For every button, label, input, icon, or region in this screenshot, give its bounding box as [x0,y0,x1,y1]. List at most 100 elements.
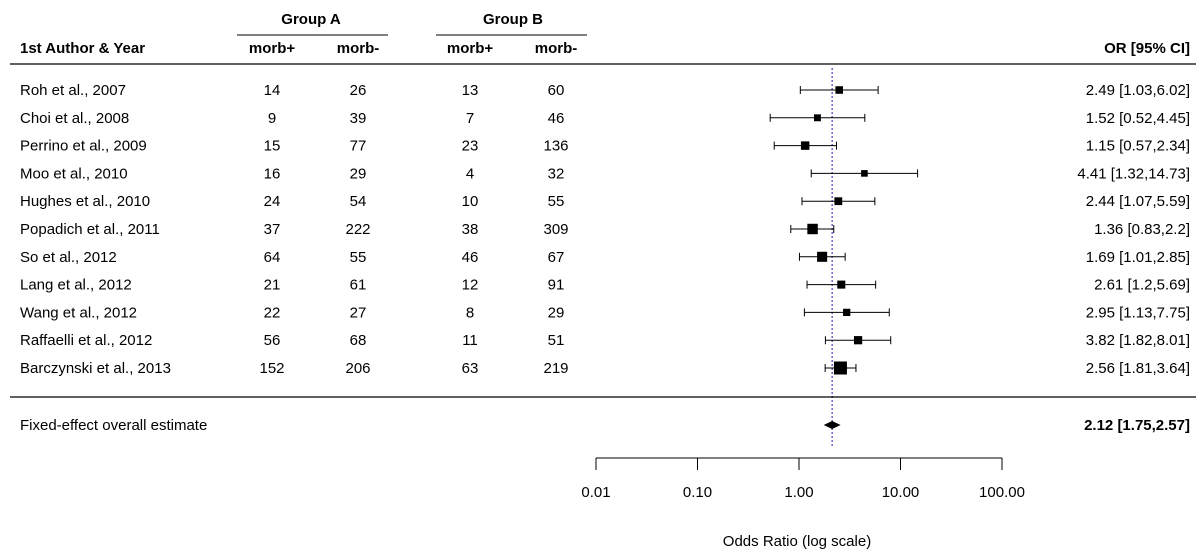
group-a-morb-pos-value: 15 [264,138,281,155]
or-ci-text: 3.82 [1.82,8.01] [1086,332,1190,349]
group-b-morb-neg-value: 55 [548,193,565,210]
group-a-morb-pos-value: 24 [264,193,281,210]
x-tick-label: 100.00 [979,484,1025,501]
group-a-morb-pos-value: 64 [264,249,281,266]
x-axis-label: Odds Ratio (log scale) [723,533,871,550]
study-row: Hughes et al., 2010 24 54 10 55 2.44 [1.07,5.… [20,193,1190,210]
group-b-morb-pos-value: 8 [466,304,474,321]
or-ci-text: 4.41 [1.32,14.73] [1077,165,1190,182]
point-estimate-box [800,141,810,150]
study-label: Wang et al., 2012 [20,304,137,321]
or-ci-text: 2.56 [1.81,3.64] [1086,360,1190,377]
study-row: Roh et al., 2007 14 26 13 60 2.49 [1.03,6.02] [20,82,1190,99]
group-b-morb-neg-value: 309 [543,221,568,238]
group-b-morb-neg-value: 32 [548,165,565,182]
group-b-morb-pos-value: 10 [462,193,479,210]
group-b-morb-neg-value: 51 [548,332,565,349]
group-b-morb-neg-value: 136 [543,138,568,155]
x-tick-label: 0.10 [683,484,712,501]
group-b-morb-neg-value: 67 [548,249,565,266]
or-ci-text: 2.95 [1.13,7.75] [1086,304,1190,321]
study-row: Choi et al., 2008 9 39 7 46 1.52 [0.52,4.45] [20,110,1190,127]
group-a-morb-neg-value: 68 [350,332,367,349]
group-b-morb-pos-value: 11 [462,332,478,349]
group-a-morb-neg-value: 27 [350,304,367,321]
group-b-morb-pos-value: 12 [462,277,479,294]
group-a-morb-neg-value: 61 [350,277,367,294]
study-row: Lang et al., 2012 21 61 12 91 2.61 [1.2,5.69] [20,277,1190,294]
group-a-morb-pos-value: 152 [259,360,284,377]
or-ci-text: 2.44 [1.07,5.59] [1086,193,1190,210]
group-a-morb-pos-value: 22 [264,304,281,321]
x-axis: 0.01 0.10 1.00 10.00 100.00 Odds Ratio (log s… [581,457,1025,550]
group-a-morb-neg-value: 222 [345,221,370,238]
group-a-morb-neg-value: 77 [350,138,367,155]
group-b-morb-pos-value: 38 [462,221,479,238]
group-b-morb-pos-value: 46 [462,249,479,266]
study-row: Barczynski et al., 2013 152 206 63 219 2.56 [… [20,360,1190,377]
x-tick-label: 0.01 [581,484,610,501]
point-estimate-box [835,86,843,94]
overall-label: Fixed-effect overall estimate [20,417,207,434]
group-a-morb-neg-value: 29 [350,165,367,182]
study-row: Perrino et al., 2009 15 77 23 136 1.15 [0.57,… [20,138,1190,155]
study-label: Popadich et al., 2011 [20,221,160,238]
or-ci-text: 2.49 [1.03,6.02] [1086,82,1190,99]
column-header-b-morb-pos: morb+ [447,40,494,57]
study-label: Choi et al., 2008 [20,110,129,127]
group-b-morb-neg-value: 60 [548,82,565,99]
or-ci-text: 2.61 [1.2,5.69] [1094,277,1190,294]
group-b-morb-neg-value: 46 [548,110,565,127]
group-a-morb-pos-value: 37 [264,221,281,238]
group-header-a: Group A [281,11,341,28]
group-a-morb-pos-value: 16 [264,165,281,182]
column-header-a-morb-neg: morb- [337,40,380,57]
or-ci-text: 1.69 [1.01,2.85] [1086,249,1190,266]
or-ci-text: 1.36 [0.83,2.2] [1094,221,1190,238]
x-tick-label: 1.00 [784,484,813,501]
table-header: Group A Group B 1st Author & Year morb+ morb… [10,11,1196,65]
study-label: Moo et al., 2010 [20,165,128,182]
group-b-morb-pos-value: 4 [466,165,474,182]
group-b-morb-pos-value: 13 [462,82,479,99]
point-estimate-box [834,197,843,206]
study-row: So et al., 2012 64 55 46 67 1.69 [1.01,2.85] [20,249,1190,266]
group-a-morb-pos-value: 21 [264,277,281,294]
column-header-a-morb-pos: morb+ [249,40,296,57]
x-tick-label: 10.00 [882,484,920,501]
group-b-morb-neg-value: 91 [548,277,565,294]
group-b-morb-pos-value: 63 [462,360,479,377]
point-estimate-box [807,223,818,235]
study-row: Popadich et al., 2011 37 222 38 309 1.36 [0.8… [20,221,1190,238]
study-row: Raffaelli et al., 2012 56 68 11 51 3.82 [1.82… [20,332,1190,349]
group-a-morb-pos-value: 56 [264,332,281,349]
group-a-morb-neg-value: 55 [350,249,367,266]
group-a-morb-neg-value: 39 [350,110,367,127]
study-label: Perrino et al., 2009 [20,138,147,155]
study-row: Wang et al., 2012 22 27 8 29 2.95 [1.13,7.75] [20,304,1190,321]
point-estimate-box [843,308,851,317]
overall-or-ci-text: 2.12 [1.75,2.57] [1084,417,1190,434]
point-estimate-box [817,251,828,262]
group-a-morb-neg-value: 206 [345,360,370,377]
group-a-morb-pos-value: 9 [268,110,276,127]
column-header-estimate: OR [95% CI] [1104,40,1190,57]
group-a-morb-neg-value: 26 [350,82,367,99]
study-label: So et al., 2012 [20,249,117,266]
column-header-study: 1st Author & Year [20,40,145,57]
group-header-b: Group B [483,11,543,28]
or-ci-text: 1.52 [0.52,4.45] [1086,110,1190,127]
group-a-morb-neg-value: 54 [350,193,367,210]
point-estimate-box [813,114,821,122]
group-b-morb-neg-value: 29 [548,304,565,321]
point-estimate-box [833,361,847,375]
study-label: Roh et al., 2007 [20,82,126,99]
study-rows: Roh et al., 2007 14 26 13 60 2.49 [1.03,6.02]… [20,68,1190,446]
point-estimate-box [853,336,863,345]
study-row: Moo et al., 2010 16 29 4 32 4.41 [1.32,14.73] [20,165,1190,182]
study-label: Raffaelli et al., 2012 [20,332,152,349]
study-label: Hughes et al., 2010 [20,193,150,210]
point-estimate-box [861,170,868,177]
column-header-b-morb-neg: morb- [535,40,578,57]
